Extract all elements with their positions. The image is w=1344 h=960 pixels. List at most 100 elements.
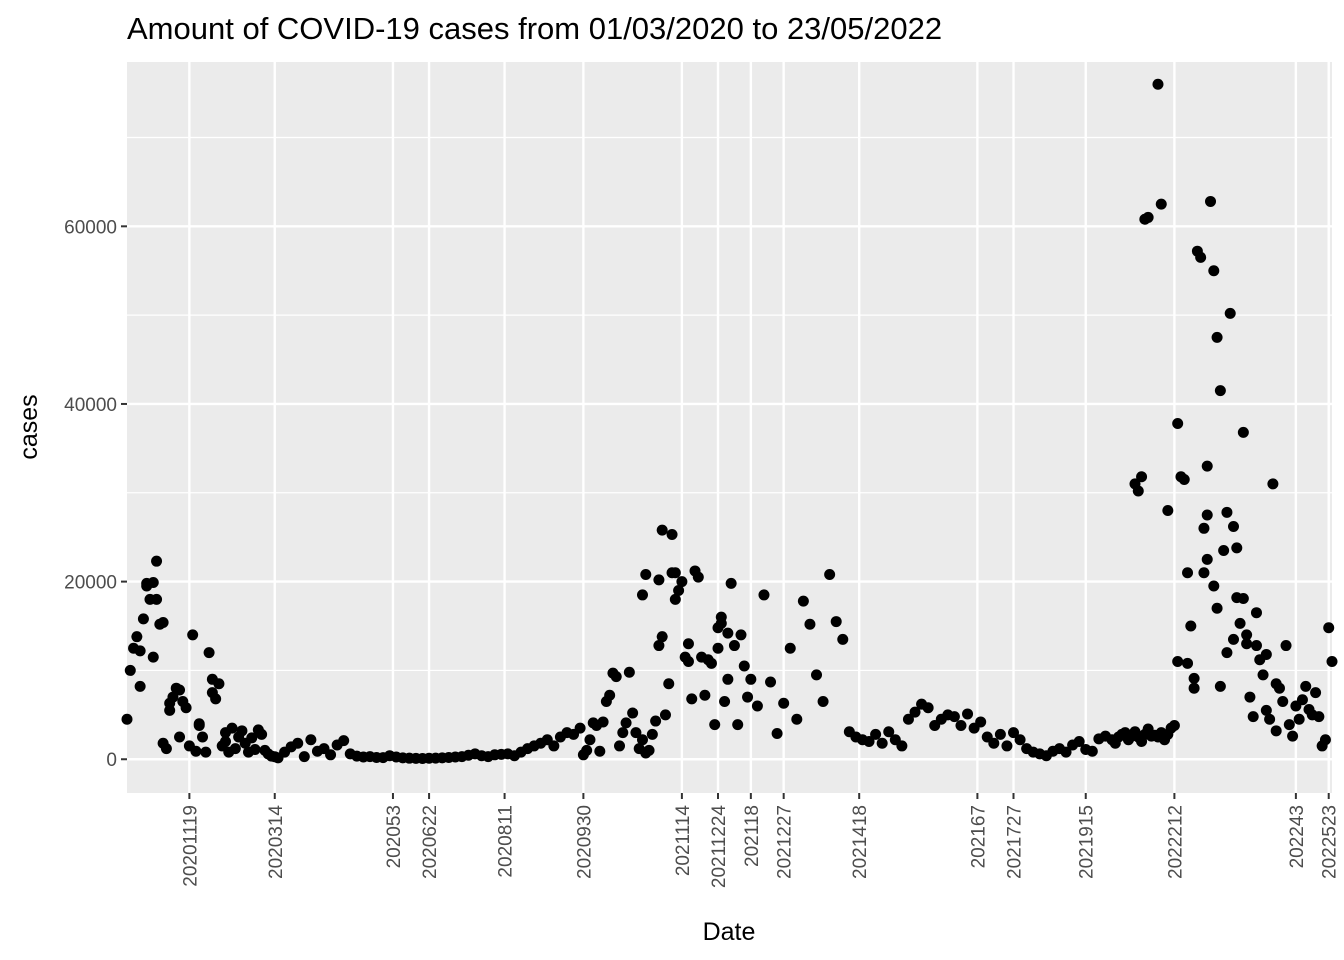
data-point: [1086, 745, 1098, 757]
data-point: [709, 719, 721, 731]
data-point: [160, 743, 172, 755]
data-point: [1211, 602, 1223, 614]
data-point: [1214, 385, 1226, 397]
data-point: [190, 745, 202, 757]
data-point: [220, 735, 232, 747]
data-point: [1001, 740, 1013, 752]
data-point: [614, 740, 626, 752]
x-tick-label: 2020811: [496, 805, 517, 878]
y-tick-label: 40000: [64, 395, 117, 416]
data-point: [597, 716, 609, 728]
y-tick-label: 0: [106, 750, 117, 771]
data-point: [627, 707, 639, 719]
y-axis-title: cases: [15, 394, 43, 459]
data-point: [656, 524, 668, 536]
data-point: [249, 743, 261, 755]
data-point: [548, 740, 560, 752]
data-point: [735, 629, 747, 641]
data-point: [1227, 633, 1239, 645]
data-point: [147, 651, 159, 663]
data-point: [1277, 696, 1289, 708]
data-point: [134, 680, 146, 692]
data-point: [758, 589, 770, 601]
data-point: [121, 713, 133, 725]
data-point: [1293, 713, 1305, 725]
data-point: [1201, 460, 1213, 472]
data-point: [1155, 198, 1167, 210]
data-point: [715, 611, 727, 623]
data-point: [1182, 657, 1194, 669]
data-point: [1008, 727, 1020, 739]
data-point: [174, 731, 186, 743]
data-point: [1287, 730, 1299, 742]
y-tick-label: 60000: [64, 217, 117, 238]
data-point: [1270, 678, 1282, 690]
data-point: [213, 678, 225, 690]
data-point: [325, 749, 337, 761]
data-point: [771, 727, 783, 739]
data-point: [151, 555, 163, 567]
data-point: [1241, 638, 1253, 650]
data-point: [669, 567, 681, 579]
data-point: [298, 751, 310, 763]
data-point: [206, 687, 218, 699]
data-point: [791, 713, 803, 725]
data-point: [640, 568, 652, 580]
data-point: [581, 744, 593, 756]
data-point: [147, 576, 159, 588]
data-point: [1168, 719, 1180, 731]
data-point: [988, 737, 1000, 749]
data-point: [1270, 725, 1282, 737]
data-point: [1323, 622, 1335, 634]
data-point: [151, 593, 163, 605]
y-tick-label: 20000: [64, 573, 117, 594]
data-point: [948, 711, 960, 723]
data-point: [765, 676, 777, 688]
data-point: [663, 678, 675, 690]
data-point: [686, 693, 698, 705]
data-point: [883, 726, 895, 738]
data-point: [1208, 265, 1220, 277]
data-point: [124, 664, 136, 676]
data-point: [1227, 521, 1239, 533]
data-point: [623, 666, 635, 678]
data-point: [902, 713, 914, 725]
data-point: [712, 622, 724, 634]
data-point: [653, 574, 665, 586]
x-tick-label: 2021915: [1077, 805, 1098, 879]
data-point: [1224, 307, 1236, 319]
y-axis: 0 20000 40000 60000: [64, 217, 127, 771]
data-point: [1201, 553, 1213, 565]
data-point: [817, 696, 829, 708]
data-point: [1283, 719, 1295, 731]
data-point: [722, 627, 734, 639]
major-gridlines: [127, 62, 1332, 793]
data-point: [1296, 694, 1308, 706]
data-point: [1221, 647, 1233, 659]
data-point: [725, 577, 737, 589]
data-point: [1014, 734, 1026, 746]
data-point: [962, 708, 974, 720]
data-point: [229, 743, 241, 755]
data-point: [292, 737, 304, 749]
data-point: [1198, 522, 1210, 534]
data-point: [236, 725, 248, 737]
data-point: [1310, 687, 1322, 699]
data-point: [876, 737, 888, 749]
data-point: [1237, 426, 1249, 438]
data-point: [1244, 691, 1256, 703]
x-axis: 20201119 2020314 202053 2020622 2020811 20209…: [180, 793, 1341, 888]
data-point: [1208, 580, 1220, 592]
data-point: [1211, 331, 1223, 343]
data-point: [1260, 648, 1272, 660]
x-tick-label: 2021114: [673, 805, 694, 877]
data-point: [617, 727, 629, 739]
data-point: [975, 716, 987, 728]
data-point: [1162, 505, 1174, 517]
data-point: [909, 706, 921, 718]
data-point: [1250, 640, 1262, 652]
data-point: [804, 618, 816, 630]
data-point: [1178, 473, 1190, 485]
data-point: [137, 613, 149, 625]
data-point: [200, 746, 212, 758]
